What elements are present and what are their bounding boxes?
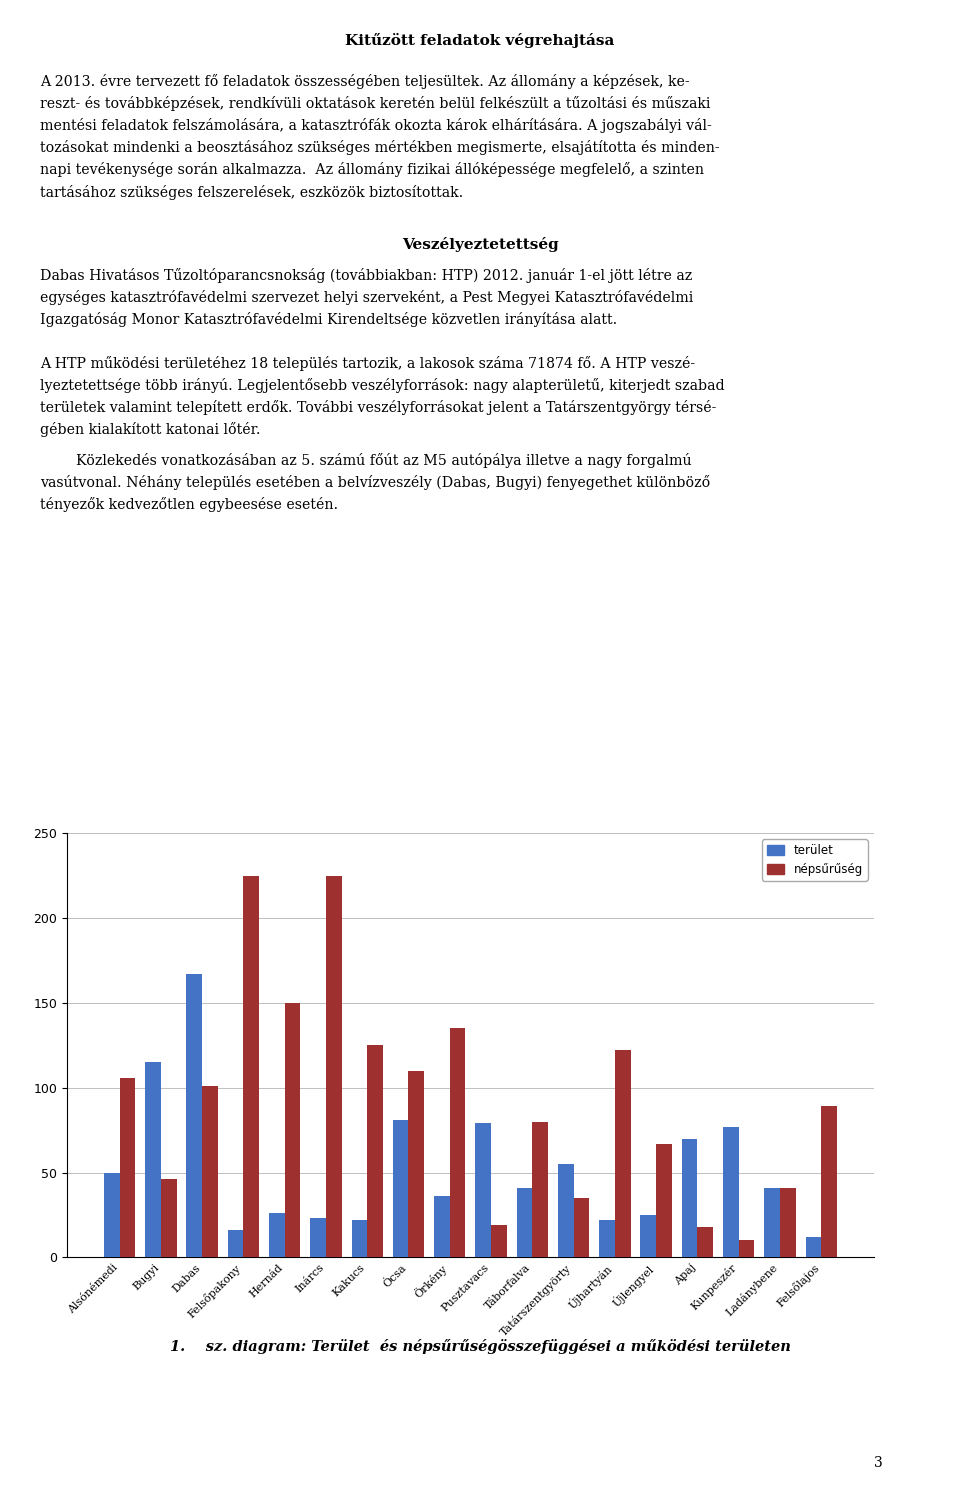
Text: Veszélyeztetettség: Veszélyeztetettség [401, 238, 559, 253]
Bar [805, 1237, 821, 1257]
Bar [203, 1086, 218, 1257]
Bar [228, 1231, 244, 1257]
Text: Igazgatóság Monor Katasztrófavédelmi Kirendeltsége közvetlen irányítása alatt.: Igazgatóság Monor Katasztrófavédelmi Kir… [40, 312, 617, 327]
Text: Közlekedés vonatkozásában az 5. számú főút az M5 autópálya illetve a nagy forgal: Közlekedés vonatkozásában az 5. számú fő… [40, 454, 692, 469]
Text: napi tevékenysége során alkalmazza.  Az állomány fizikai állóképessége megfelelő: napi tevékenysége során alkalmazza. Az á… [40, 162, 705, 177]
Text: gében kialakított katonai lőtér.: gében kialakított katonai lőtér. [40, 423, 261, 437]
Bar [351, 1220, 368, 1257]
Bar [599, 1220, 614, 1257]
Bar [640, 1214, 656, 1257]
Text: mentési feladatok felszámolására, a katasztrófák okozta károk elhárítására. A jo: mentési feladatok felszámolására, a kata… [40, 119, 712, 134]
Bar [285, 1003, 300, 1257]
Bar [697, 1226, 713, 1257]
Bar [573, 1198, 589, 1257]
Bar [161, 1180, 177, 1257]
Bar [145, 1062, 161, 1257]
Bar [450, 1028, 466, 1257]
Text: reszt- és továbbképzések, rendkívüli oktatások keretén belül felkészült a tűzolt: reszt- és továbbképzések, rendkívüli okt… [40, 97, 710, 112]
Bar [682, 1138, 697, 1257]
Bar [104, 1173, 120, 1257]
Text: egységes katasztrófavédelmi szervezet helyi szerveként, a Pest Megyei Katasztróf: egységes katasztrófavédelmi szervezet he… [40, 290, 693, 305]
Text: Kitűzött feladatok végrehajtása: Kitűzött feladatok végrehajtása [346, 33, 614, 48]
Text: Dabas Hivatásos Tűzoltóparancsnokság (továbbiakban: HTP) 2012. január 1-el jött : Dabas Hivatásos Tűzoltóparancsnokság (to… [40, 268, 692, 283]
Text: 1.    sz. diagram: Terület  és népsűrűségösszefüggései a működési területen: 1. sz. diagram: Terület és népsűrűségöss… [170, 1339, 790, 1354]
Text: A 2013. évre tervezett fő feladatok összességében teljesültek. Az állomány a kép: A 2013. évre tervezett fő feladatok össz… [40, 74, 690, 89]
Bar [780, 1187, 796, 1257]
Text: 3: 3 [875, 1457, 883, 1470]
Bar [186, 975, 203, 1257]
Text: tartásához szükséges felszerelések, eszközök biztosítottak.: tartásához szükséges felszerelések, eszk… [40, 185, 464, 199]
Bar [656, 1144, 672, 1257]
Text: vasútvonal. Néhány település esetében a belvízveszély (Dabas, Bugyi) fenyegethet: vasútvonal. Néhány település esetében a … [40, 475, 710, 490]
Bar [310, 1219, 326, 1257]
Bar [558, 1164, 573, 1257]
Text: tozásokat mindenki a beosztásához szükséges mértékben megismerte, elsajátította : tozásokat mindenki a beosztásához szüksé… [40, 140, 720, 155]
Bar [491, 1225, 507, 1257]
Legend: terület, népsűrűség: terület, népsűrűség [762, 839, 868, 881]
Bar [516, 1187, 532, 1257]
Text: tényezők kedvezőtlen egybeesése esetén.: tényezők kedvezőtlen egybeesése esetén. [40, 497, 339, 512]
Bar [244, 875, 259, 1257]
Bar [393, 1120, 409, 1257]
Bar [409, 1071, 424, 1257]
Text: lyeztetettsége több irányú. Legjelentősebb veszélyforrások: nagy alapterületű, k: lyeztetettsége több irányú. Legjelentőse… [40, 378, 725, 393]
Bar [764, 1187, 780, 1257]
Bar [368, 1045, 383, 1257]
Bar [475, 1123, 491, 1257]
Bar [434, 1196, 450, 1257]
Bar [120, 1077, 135, 1257]
Text: A HTP működési területéhez 18 település tartozik, a lakosok száma 71874 fő. A HT: A HTP működési területéhez 18 település … [40, 356, 695, 372]
Bar [723, 1126, 738, 1257]
Bar [269, 1213, 285, 1257]
Bar [326, 875, 342, 1257]
Bar [532, 1122, 548, 1257]
Bar [614, 1051, 631, 1257]
Bar [821, 1107, 837, 1257]
Text: területek valamint telepített erdők. További veszélyforrásokat jelent a Tatársze: területek valamint telepített erdők. Tov… [40, 400, 717, 415]
Bar [738, 1241, 755, 1257]
